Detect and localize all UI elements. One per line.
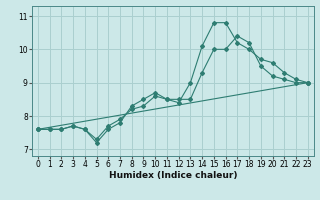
X-axis label: Humidex (Indice chaleur): Humidex (Indice chaleur): [108, 171, 237, 180]
